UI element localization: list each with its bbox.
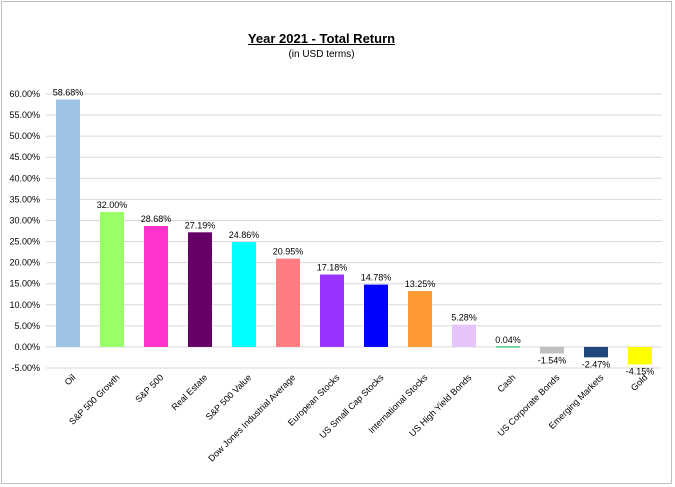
gridlines	[46, 93, 662, 369]
bar	[452, 324, 476, 347]
data-labels: 58.68% 32.00% 28.68% 27.19% 24.86% 20.95% 17.1…	[53, 88, 655, 377]
bar	[496, 346, 520, 348]
data-label: 14.78%	[361, 273, 392, 283]
bar	[144, 226, 168, 347]
bar	[232, 242, 256, 347]
data-label: -4.15%	[626, 366, 655, 376]
y-tick-label: 55.00%	[9, 110, 40, 120]
y-tick-label: 20.00%	[9, 258, 40, 268]
category-label: Cash	[495, 372, 517, 394]
y-tick-label: 15.00%	[9, 279, 40, 289]
bar	[540, 346, 564, 354]
data-label: -2.47%	[582, 359, 611, 369]
y-axis: 60.00% 55.00% 50.00% 45.00% 40.00% 35.00% 30.0…	[9, 89, 40, 373]
category-label: Real Estate	[169, 372, 209, 412]
data-label: 13.25%	[405, 279, 436, 289]
category-label: Dow Jones Industrial Average	[206, 372, 297, 463]
category-label: S&P 500 Value	[204, 372, 254, 422]
y-tick-label: 5.00%	[14, 321, 40, 331]
bar	[56, 99, 80, 347]
y-tick-label: 35.00%	[9, 194, 40, 204]
chart-title: Year 2021 - Total Return	[247, 31, 396, 46]
bar	[100, 212, 124, 347]
category-label: S&P 500	[133, 372, 165, 404]
data-label: -1.54%	[538, 355, 567, 365]
y-tick-label: 50.00%	[9, 131, 40, 141]
data-label: 17.18%	[317, 263, 348, 273]
y-tick-label: 45.00%	[9, 152, 40, 162]
category-label: Oil	[63, 372, 78, 387]
data-label: 58.68%	[53, 88, 84, 98]
y-tick-label: 40.00%	[9, 173, 40, 183]
y-tick-label: 0.00%	[14, 342, 40, 352]
y-tick-label: 30.00%	[9, 215, 40, 225]
data-label: 5.28%	[451, 313, 477, 323]
y-tick-label: 25.00%	[9, 237, 40, 247]
bars	[56, 99, 652, 365]
data-label: 32.00%	[97, 200, 128, 210]
bar	[276, 258, 300, 347]
bar	[188, 232, 212, 347]
bar	[628, 346, 652, 365]
bar	[584, 346, 608, 358]
bar	[320, 274, 344, 347]
bar	[408, 291, 432, 347]
data-label: 24.86%	[229, 230, 260, 240]
y-tick-label: 60.00%	[9, 89, 40, 99]
bar	[364, 284, 388, 347]
y-tick-label: -5.00%	[11, 363, 40, 373]
data-label: 20.95%	[273, 247, 304, 257]
y-tick-label: 10.00%	[9, 300, 40, 310]
chart-subtitle: (in USD terms)	[288, 49, 355, 60]
data-label: 27.19%	[185, 220, 216, 230]
data-label: 0.04%	[495, 335, 521, 345]
data-label: 28.68%	[141, 214, 172, 224]
